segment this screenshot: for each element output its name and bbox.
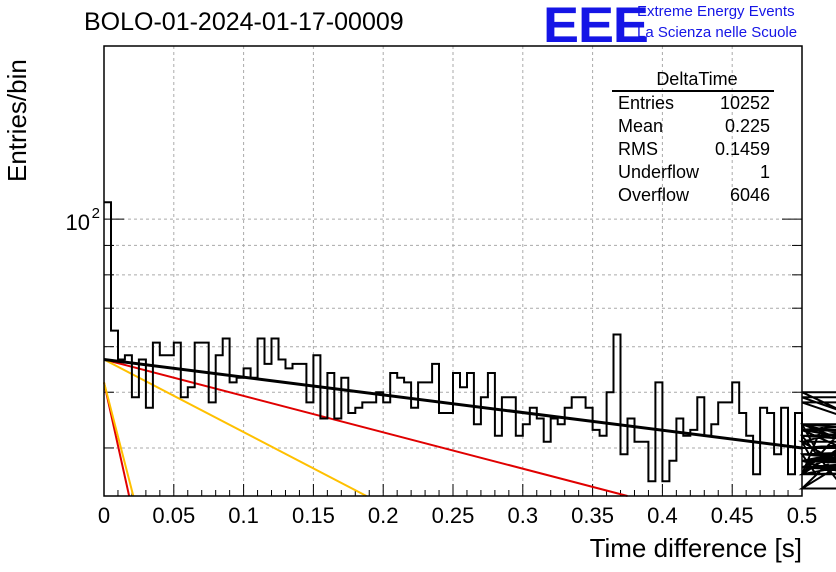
x-tick-label: 0.05 xyxy=(152,503,195,528)
logo-caption-line1: Extreme Energy Events xyxy=(637,3,795,20)
stats-row-mean: Mean 0.225 xyxy=(612,115,774,138)
x-tick-label: 0.2 xyxy=(368,503,399,528)
x-tick-label: 0.35 xyxy=(571,503,614,528)
stats-row-rms: RMS 0.1459 xyxy=(612,138,774,161)
x-tick-label: 0.25 xyxy=(432,503,475,528)
x-tick-label: 0.5 xyxy=(787,503,818,528)
plot-frame xyxy=(103,45,803,497)
stats-label: Underflow xyxy=(618,162,700,182)
x-axis-label: Time difference [s] xyxy=(589,533,802,563)
eee-logo: EEE xyxy=(543,0,649,53)
component-curve-4 xyxy=(103,382,135,497)
x-tick-label: 0.4 xyxy=(647,503,678,528)
histogram-line xyxy=(104,201,836,490)
stats-label: Overflow xyxy=(618,185,690,205)
fit-line xyxy=(103,358,803,450)
stats-value: 6046 xyxy=(729,185,770,205)
stats-label: Entries xyxy=(618,93,675,113)
chart-title: BOLO-01-2024-01-17-00009 xyxy=(84,8,404,36)
stats-value: 1 xyxy=(759,162,770,182)
logo-caption-line2: La Scienza nelle Scuole xyxy=(637,24,798,41)
stats-value: 0.1459 xyxy=(714,139,770,159)
stats-row-underflow: Underflow 1 xyxy=(612,161,774,184)
stats-box: DeltaTime Entries 10252 Mean 0.225 RMS 0… xyxy=(612,68,774,207)
x-tick-label: 0.15 xyxy=(292,503,335,528)
y-tick-label-base: 10 xyxy=(66,210,90,235)
stats-value: 0.225 xyxy=(724,116,770,136)
stats-label: RMS xyxy=(618,139,658,159)
x-tick-label: 0.3 xyxy=(508,503,539,528)
stats-row-entries: Entries 10252 xyxy=(612,92,774,115)
component-curve-1 xyxy=(103,358,628,497)
x-tick-label: 0.45 xyxy=(711,503,754,528)
y-tick-label-exponent: 2 xyxy=(92,205,100,222)
stats-value: 10252 xyxy=(719,93,770,113)
component-curve-2 xyxy=(103,358,367,497)
stats-label: Mean xyxy=(618,116,664,136)
x-tick-label: 0 xyxy=(98,503,110,528)
stats-row-overflow: Overflow 6046 xyxy=(612,184,774,207)
x-tick-label: 0.1 xyxy=(228,503,259,528)
stats-title: DeltaTime xyxy=(612,68,774,92)
